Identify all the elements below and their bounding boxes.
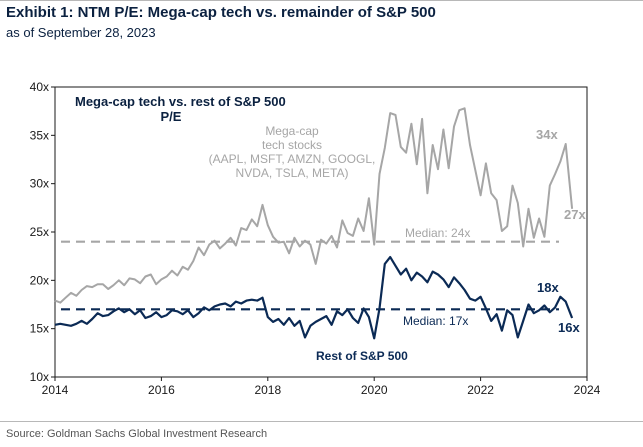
series-lines [54,107,574,340]
mega-cap-annotation-line: tech stocks [262,138,322,152]
y-tick-label: 30x [30,177,49,191]
y-tick-label: 35x [30,128,49,142]
y-tick-label: 10x [30,370,49,384]
exhibit-subtitle: as of September 28, 2023 [6,25,156,40]
x-tick-label: 2018 [254,383,281,397]
rest-of-sp500-series-line [54,256,574,340]
y-tick-label: 25x [30,225,49,239]
y-tick-label: 20x [30,273,49,287]
x-tick-label: 2024 [574,383,601,397]
x-tick-label: 2020 [361,383,388,397]
value-label-18x: 18x [537,280,559,295]
y-tick-label: 40x [30,80,49,94]
mega-cap-annotation: Mega-cap tech stocks (AAPL, MSFT, AMZN, … [209,124,376,180]
x-tick-label: 2016 [148,383,175,397]
exhibit-title: Exhibit 1: NTM P/E: Mega-cap tech vs. re… [6,4,436,21]
mega-cap-annotation-line: (AAPL, MSFT, AMZN, GOOGL, [209,152,376,166]
plot-frame [54,86,588,378]
mega-cap-annotation-line: NVDA, TSLA, META) [236,166,349,180]
chart-title: Mega-cap tech vs. rest of S&P 500 [75,94,286,109]
x-tick-label: 2022 [467,383,494,397]
value-label-27x: 27x [564,207,586,222]
bottom-rule [0,421,643,422]
axes: 10x 15x 20x 25x 30x 35x 40x 2014 2016 2018 2020 202… [30,80,601,397]
source-note: Source: Goldman Sachs Global Investment … [6,428,268,440]
value-label-34x: 34x [536,127,558,142]
x-tick-label: 2014 [42,383,69,397]
chart-subtitle: P/E [161,109,182,124]
median-24-label: Median: 24x [405,226,470,240]
rest-of-sp500-label: Rest of S&P 500 [316,349,408,363]
mega-cap-annotation-line: Mega-cap [265,124,319,138]
median-17-label: Median: 17x [403,314,468,328]
median-lines [61,240,559,311]
value-label-16x: 16x [558,320,580,335]
y-tick-label: 15x [30,322,49,336]
top-rule [0,0,643,1]
mega-cap-tech-series-line [54,107,574,304]
